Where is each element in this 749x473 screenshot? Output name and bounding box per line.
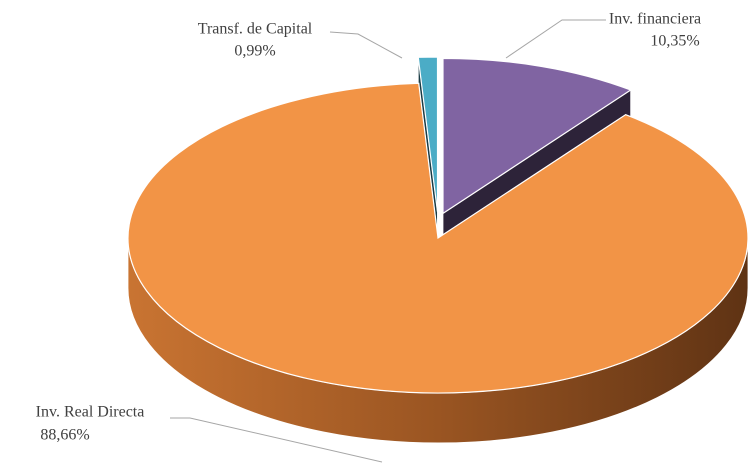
slice-value-label: 0,99% — [234, 43, 275, 60]
leader-line — [170, 417, 383, 463]
labels: Inv. financiera 10,35% Inv. Real Directa 88… — [36, 11, 701, 444]
slice-value-label: 10,35% — [650, 33, 699, 50]
slices — [127, 56, 749, 444]
leader-line — [329, 31, 403, 59]
slice — [127, 82, 749, 394]
slice — [417, 56, 439, 213]
leader-line — [505, 19, 606, 59]
slice — [442, 57, 632, 215]
slice-value-label: 88,66% — [40, 427, 89, 444]
slice-label: Inv. Real Directa — [36, 404, 145, 421]
slice-label: Inv. financiera — [609, 11, 701, 28]
slice-label: Transf. de Capital — [198, 21, 313, 38]
